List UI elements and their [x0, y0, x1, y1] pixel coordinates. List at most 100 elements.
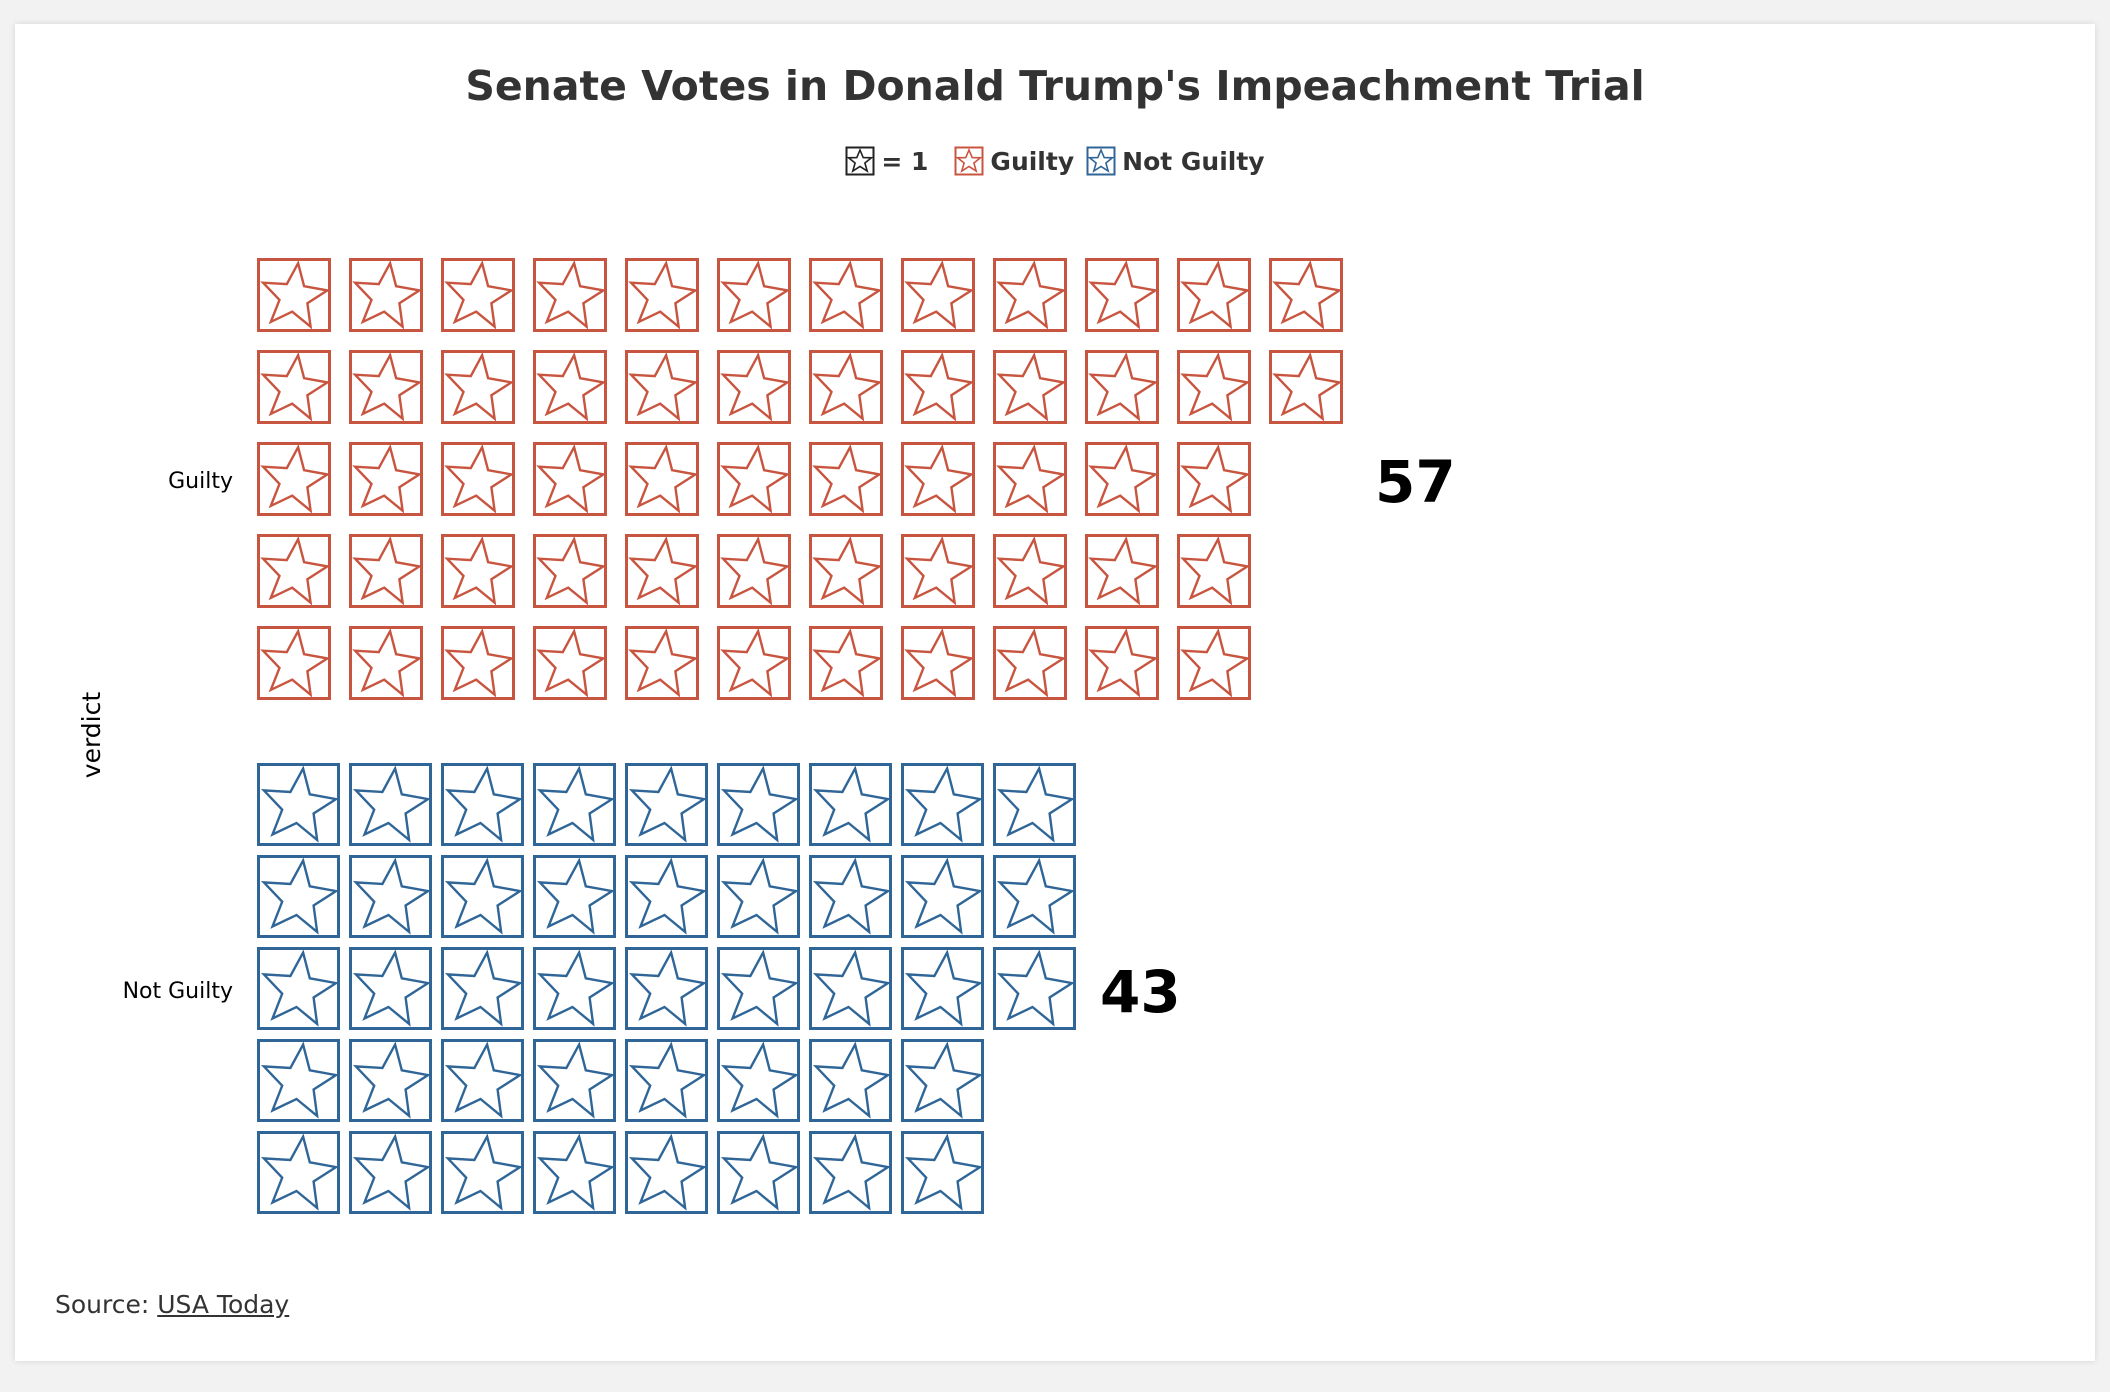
vote-icon: [533, 1131, 616, 1214]
vote-icon: [349, 855, 432, 938]
vote-icon: [257, 258, 331, 332]
vote-icon: [533, 534, 607, 608]
vote-icon: [809, 442, 883, 516]
vote-icon: [717, 763, 800, 846]
count-label: 43: [1100, 958, 1181, 1026]
vote-icon: [625, 626, 699, 700]
vote-icon: [993, 350, 1067, 424]
vote-icon: [717, 1039, 800, 1122]
vote-icon: [717, 534, 791, 608]
vote-icon: [1085, 534, 1159, 608]
vote-icon: [809, 350, 883, 424]
vote-icon: [349, 442, 423, 516]
legend-item-not-guilty[interactable]: Not Guilty: [1086, 146, 1265, 176]
vote-icon: [533, 626, 607, 700]
vote-icon: [533, 947, 616, 1030]
vote-icon: [441, 442, 515, 516]
vote-icon: [349, 1039, 432, 1122]
vote-icon: [993, 442, 1067, 516]
vote-icon: [441, 947, 524, 1030]
legend: = 1 Guilty Not Guilty: [0, 146, 2110, 176]
vote-icon: [349, 258, 423, 332]
series-guilty: [257, 258, 1343, 700]
vote-icon: [1177, 258, 1251, 332]
vote-icon: [349, 350, 423, 424]
vote-icon: [257, 763, 340, 846]
vote-icon: [1177, 442, 1251, 516]
vote-icon: [441, 1039, 524, 1122]
vote-icon: [349, 534, 423, 608]
vote-icon: [533, 442, 607, 516]
vote-icon: [1269, 350, 1343, 424]
vote-icon: [257, 1039, 340, 1122]
vote-icon: [625, 258, 699, 332]
vote-icon: [901, 350, 975, 424]
vote-icon: [993, 855, 1076, 938]
vote-icon: [349, 763, 432, 846]
legend-item-guilty[interactable]: Guilty: [954, 146, 1074, 176]
y-axis-title: verdict: [77, 692, 106, 779]
vote-icon: [441, 258, 515, 332]
vote-icon: [625, 947, 708, 1030]
vote-icon: [901, 1039, 984, 1122]
vote-icon: [1177, 626, 1251, 700]
source-prefix: Source:: [55, 1290, 158, 1319]
vote-icon: [901, 947, 984, 1030]
vote-icon: [625, 763, 708, 846]
vote-icon: [1085, 442, 1159, 516]
vote-icon: [993, 258, 1067, 332]
vote-icon: [257, 534, 331, 608]
vote-icon: [809, 534, 883, 608]
vote-icon: [257, 1131, 340, 1214]
vote-icon: [625, 534, 699, 608]
vote-icon: [1085, 626, 1159, 700]
category-label: Not Guilty: [123, 979, 233, 1004]
source-link[interactable]: USA Today: [157, 1290, 290, 1319]
vote-icon: [533, 763, 616, 846]
vote-icon: [1085, 350, 1159, 424]
vote-icon: [349, 947, 432, 1030]
vote-icon: [441, 350, 515, 424]
vote-icon: [625, 442, 699, 516]
chart-card: [15, 24, 2095, 1361]
vote-icon: [717, 350, 791, 424]
vote-icon: [257, 442, 331, 516]
vote-icon: [809, 855, 892, 938]
vote-icon: [533, 350, 607, 424]
vote-icon: [441, 1131, 524, 1214]
vote-icon: [717, 442, 791, 516]
chart-title: Senate Votes in Donald Trump's Impeachme…: [465, 62, 1645, 110]
vote-icon: [625, 350, 699, 424]
vote-icon: [717, 855, 800, 938]
vote-icon: [901, 855, 984, 938]
vote-icon: [533, 855, 616, 938]
vote-icon: [901, 534, 975, 608]
vote-icon: [257, 350, 331, 424]
vote-icon: [349, 626, 423, 700]
vote-icon: [257, 947, 340, 1030]
vote-icon: [441, 626, 515, 700]
vote-icon: [349, 1131, 432, 1214]
vote-icon: [257, 626, 331, 700]
legend-label-guilty: Guilty: [990, 146, 1075, 176]
star-box-icon: [954, 146, 984, 176]
vote-icon: [625, 855, 708, 938]
vote-icon: [901, 258, 975, 332]
vote-icon: [809, 763, 892, 846]
legend-unit: = 1: [845, 146, 928, 176]
vote-icon: [533, 1039, 616, 1122]
vote-icon: [717, 626, 791, 700]
vote-icon: [1177, 350, 1251, 424]
series-not-guilty: [257, 763, 1076, 1214]
vote-icon: [993, 626, 1067, 700]
vote-icon: [809, 1131, 892, 1214]
vote-icon: [441, 855, 524, 938]
vote-icon: [993, 534, 1067, 608]
vote-icon: [901, 1131, 984, 1214]
legend-label-not-guilty: Not Guilty: [1122, 146, 1265, 176]
vote-icon: [901, 442, 975, 516]
vote-icon: [717, 947, 800, 1030]
vote-icon: [1177, 534, 1251, 608]
vote-icon: [1085, 258, 1159, 332]
